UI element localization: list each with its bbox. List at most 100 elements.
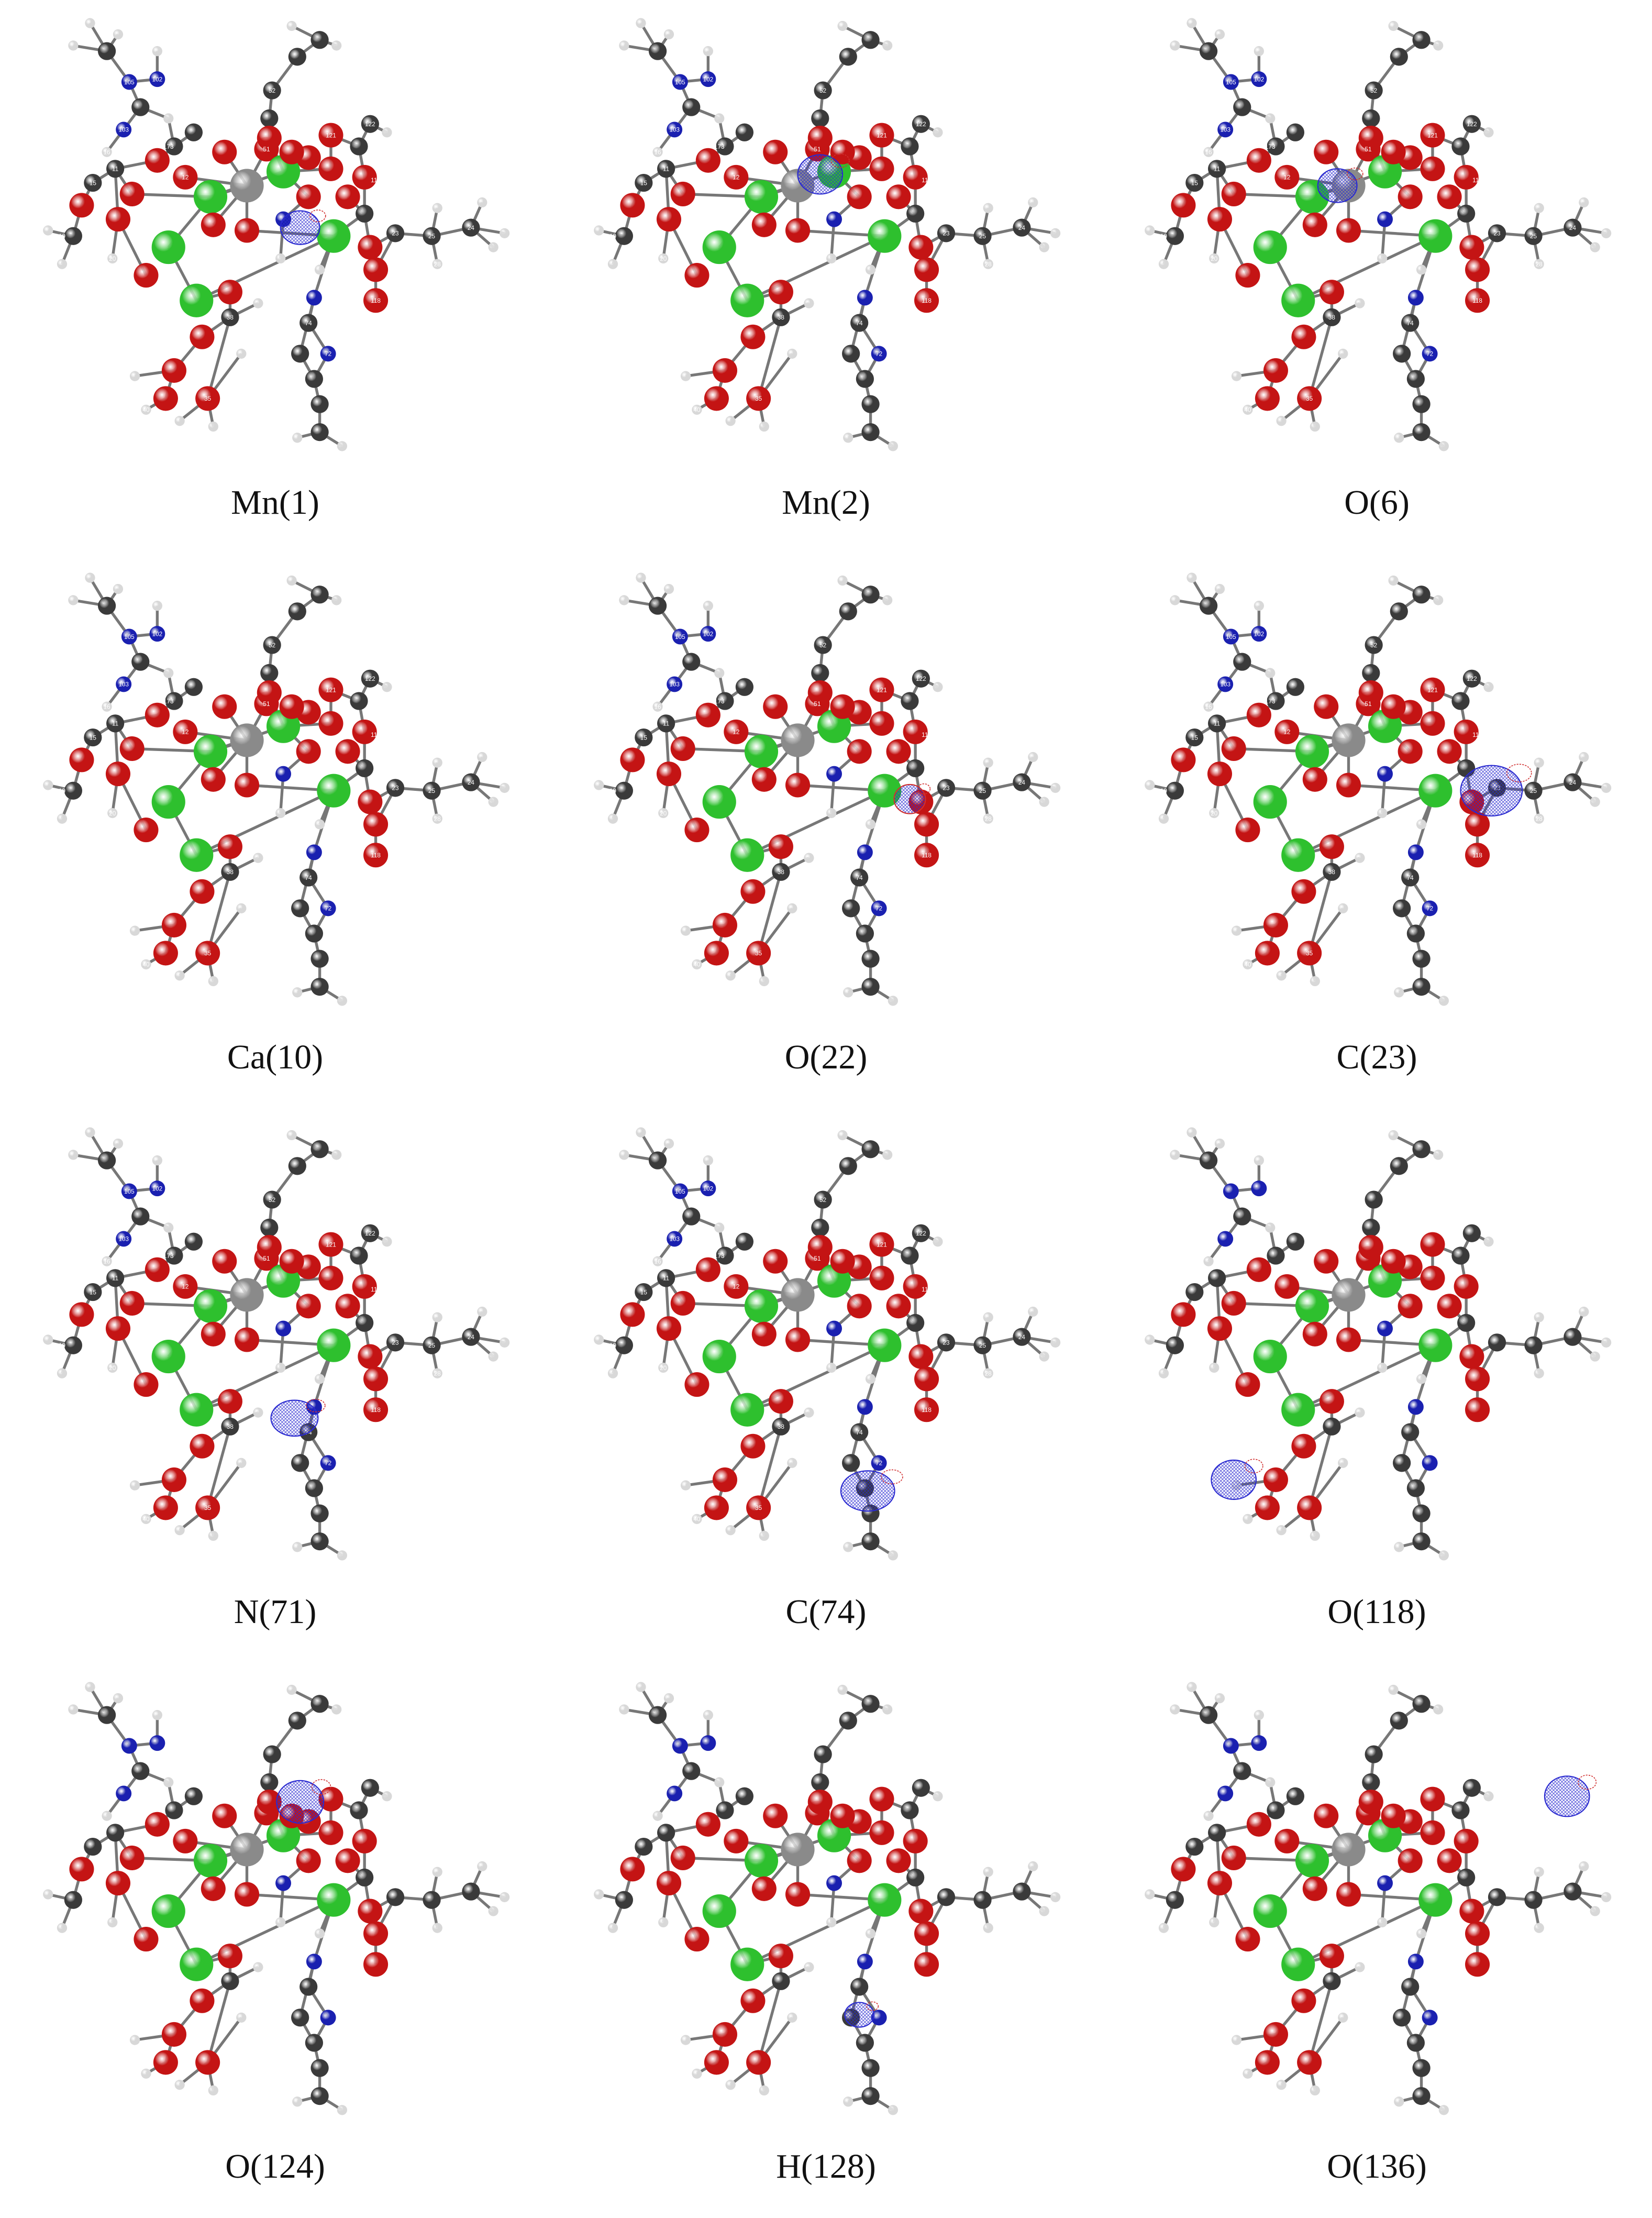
atom-h xyxy=(174,1525,185,1536)
atom-h xyxy=(113,583,124,594)
atom-o xyxy=(751,212,777,237)
atom-c xyxy=(1286,678,1304,696)
atom-o xyxy=(1235,263,1260,288)
atom-c xyxy=(856,924,874,943)
atom-number: 15 xyxy=(1191,180,1199,186)
molecule-panel: 105 102 103 12 16 173 15 11 19 20 52 51 121 122 113 74 1… xyxy=(551,1109,1101,1663)
atom-h xyxy=(787,903,797,913)
atom-o xyxy=(1358,125,1383,151)
atom-number: 25 xyxy=(979,1342,986,1349)
atom-c xyxy=(861,31,880,49)
atom-c xyxy=(937,224,956,242)
atom-h xyxy=(1433,595,1444,605)
atom-c xyxy=(937,1888,956,1906)
atom-n xyxy=(700,1735,716,1751)
atom-h xyxy=(43,1334,53,1345)
atom-o xyxy=(161,2022,186,2047)
atom-c xyxy=(901,137,919,156)
atom-c xyxy=(423,1336,441,1354)
atom-h xyxy=(382,127,392,138)
atom-o xyxy=(1459,1344,1484,1369)
atom-number: 118 xyxy=(922,1407,932,1414)
atom-ca xyxy=(1418,1328,1453,1362)
atom-h xyxy=(432,1867,442,1877)
bond xyxy=(757,871,782,954)
atom-c xyxy=(423,781,441,800)
atom-o xyxy=(914,288,939,313)
atom-number: 173 xyxy=(1265,698,1276,705)
atom-h xyxy=(652,147,663,157)
atom-h xyxy=(692,404,702,415)
atom-c xyxy=(1267,1801,1285,1819)
atom-o xyxy=(1302,212,1327,237)
atom-n xyxy=(306,844,322,860)
atom-ca xyxy=(193,1844,228,1878)
atoms xyxy=(43,18,510,451)
atom-number: 11 xyxy=(663,166,669,173)
atom-number: 102 xyxy=(703,1185,714,1192)
atom-c xyxy=(311,395,329,413)
atom-h xyxy=(286,575,297,586)
atom-o xyxy=(847,1294,872,1319)
atom-o xyxy=(153,941,178,966)
atom-c xyxy=(1185,728,1204,747)
atom-o xyxy=(1221,736,1246,761)
atom-o xyxy=(1314,139,1339,164)
atom-c xyxy=(305,370,323,388)
atom-h xyxy=(663,1693,674,1704)
atom-number: 40 xyxy=(1244,962,1251,968)
atom-c xyxy=(839,602,857,621)
atom-h xyxy=(43,1889,53,1900)
atom-o xyxy=(914,257,939,282)
atom-c xyxy=(1412,1504,1431,1522)
atom-h xyxy=(163,1222,174,1233)
panel-label: O(118) xyxy=(1327,1593,1426,1631)
atom-h xyxy=(1170,595,1180,605)
atom-number: 28 xyxy=(434,815,441,822)
atom-n xyxy=(320,346,336,362)
atom-n xyxy=(857,290,873,306)
atom-number: 12 xyxy=(182,1284,189,1290)
atom-o xyxy=(1246,148,1271,173)
atom-c xyxy=(811,664,829,682)
atom-o xyxy=(134,1927,159,1952)
atom-h xyxy=(933,682,943,692)
atom-c xyxy=(356,1868,374,1887)
atom-c xyxy=(682,98,701,116)
atom-c xyxy=(291,899,309,918)
atom-h xyxy=(619,595,629,605)
atom-n xyxy=(306,290,322,306)
atom-c xyxy=(361,1779,379,1797)
atom-c xyxy=(839,1157,857,1175)
atom-h xyxy=(837,1684,848,1695)
atom-number: 173 xyxy=(714,698,725,705)
atom-o xyxy=(201,767,226,792)
atom-o xyxy=(1454,1274,1479,1299)
atom-ca xyxy=(868,774,902,808)
atom-c xyxy=(263,81,281,100)
atom-o xyxy=(69,1857,94,1882)
atom-o xyxy=(914,1366,939,1392)
atom-o xyxy=(318,1820,343,1845)
atom-o xyxy=(201,1321,226,1347)
atom-o xyxy=(335,184,360,209)
atom-ca xyxy=(730,838,764,872)
atom-o xyxy=(869,1265,894,1290)
atom-c xyxy=(814,636,832,654)
atom-o xyxy=(656,1316,681,1341)
atom-ca xyxy=(1295,1289,1329,1323)
atom-o xyxy=(279,694,304,719)
atom-n xyxy=(121,1183,137,1199)
atom-ca xyxy=(868,219,902,253)
atom-number: 52 xyxy=(819,1197,826,1204)
atom-h xyxy=(888,2105,898,2115)
bond xyxy=(757,1426,782,1508)
atom-ca xyxy=(317,1883,351,1917)
atom-c xyxy=(850,1978,869,1996)
atom-number: 11 xyxy=(1214,721,1220,727)
atom-mn xyxy=(230,169,264,203)
atom-o xyxy=(1171,193,1196,218)
atom-h xyxy=(636,572,646,583)
atom-n xyxy=(275,766,292,782)
atom-c xyxy=(350,137,368,156)
